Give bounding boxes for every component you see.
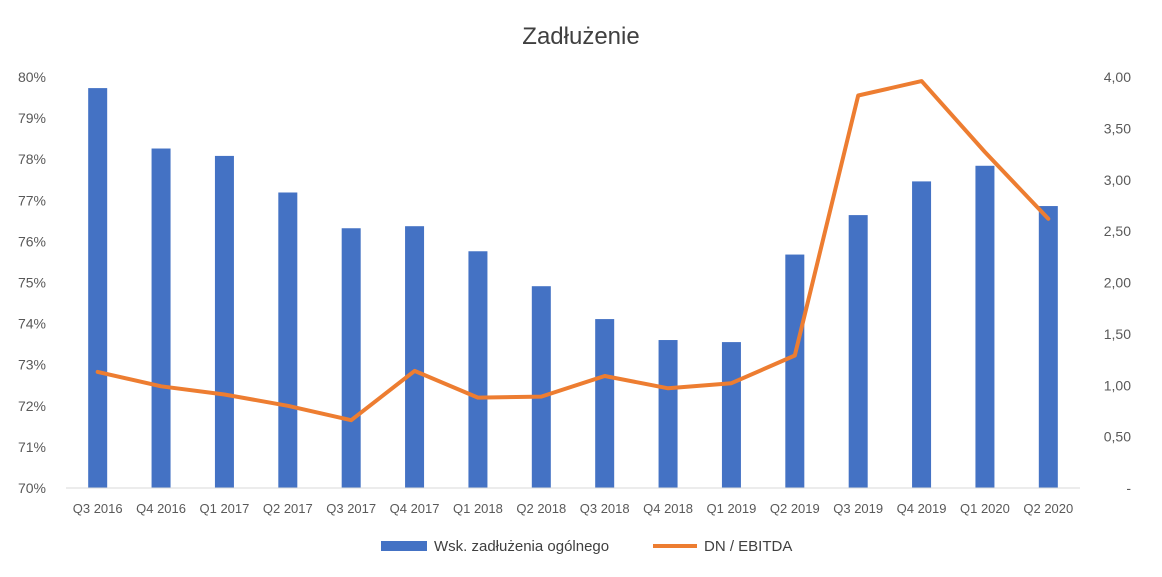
left-axis: 70% 71% 72% 73% 74% 75% 76% 77% 78% 79% 80% xyxy=(18,69,46,496)
bar xyxy=(912,181,932,489)
x-axis: Q3 2016 Q4 2016 Q1 2017 Q2 2017 Q3 2017 Q4 20… xyxy=(73,501,1074,516)
bar xyxy=(468,251,488,488)
y-left-tick-label: 79% xyxy=(18,110,46,126)
y-right-tick-label: 1,50 xyxy=(1104,326,1131,342)
x-tick-label: Q1 2019 xyxy=(707,501,757,516)
x-tick-label: Q4 2019 xyxy=(897,501,947,516)
x-tick-label: Q3 2017 xyxy=(326,501,376,516)
y-left-tick-label: 71% xyxy=(18,439,46,455)
x-tick-label: Q2 2018 xyxy=(516,501,566,516)
x-tick-label: Q4 2018 xyxy=(643,501,693,516)
legend-swatch-bars xyxy=(381,541,427,551)
bar xyxy=(721,342,741,488)
line-series xyxy=(95,79,1051,423)
y-right-tick-label: 0,50 xyxy=(1104,429,1131,445)
x-tick-label: Q4 2017 xyxy=(390,501,440,516)
y-left-tick-label: 78% xyxy=(18,151,46,167)
y-right-tick-label: 1,00 xyxy=(1104,377,1131,393)
bar xyxy=(405,226,425,488)
y-left-tick-label: 77% xyxy=(18,192,46,208)
bar xyxy=(975,165,995,488)
bar xyxy=(848,215,868,488)
x-tick-label: Q2 2019 xyxy=(770,501,820,516)
x-tick-label: Q1 2020 xyxy=(960,501,1010,516)
y-right-tick-label: 2,50 xyxy=(1104,223,1131,239)
y-left-tick-label: 74% xyxy=(18,316,46,332)
chart-title: Zadłużenie xyxy=(522,23,639,50)
bar-series xyxy=(88,88,1058,489)
x-tick-label: Q1 2017 xyxy=(200,501,250,516)
y-left-tick-label: 75% xyxy=(18,275,46,291)
bar xyxy=(658,340,678,488)
legend-label-line: DN / EBITDA xyxy=(704,538,792,555)
legend: Wsk. zadłużenia ogólnego DN / EBITDA xyxy=(381,538,792,555)
y-left-tick-label: 80% xyxy=(18,69,46,85)
x-tick-label: Q4 2016 xyxy=(136,501,186,516)
y-left-tick-label: 76% xyxy=(18,233,46,249)
bar xyxy=(88,88,108,489)
bar xyxy=(595,319,615,488)
bar xyxy=(531,286,551,488)
legend-label-bars: Wsk. zadłużenia ogólnego xyxy=(434,538,609,555)
y-left-tick-label: 70% xyxy=(18,480,46,496)
y-right-tick-label: 4,00 xyxy=(1104,69,1131,85)
y-right-tick-label: - xyxy=(1126,480,1131,496)
y-left-tick-label: 72% xyxy=(18,398,46,414)
bar xyxy=(278,192,298,488)
y-left-tick-label: 73% xyxy=(18,357,46,373)
bar xyxy=(341,228,361,489)
x-tick-label: Q3 2018 xyxy=(580,501,630,516)
bar xyxy=(785,254,805,488)
bar xyxy=(151,148,171,489)
x-tick-label: Q3 2016 xyxy=(73,501,123,516)
y-right-tick-label: 3,00 xyxy=(1104,172,1131,188)
x-tick-label: Q1 2018 xyxy=(453,501,503,516)
x-tick-label: Q3 2019 xyxy=(833,501,883,516)
right-axis: - 0,50 1,00 1,50 2,00 2,50 3,00 3,50 4,00 xyxy=(1104,69,1132,496)
bar xyxy=(214,155,234,489)
dn-ebitda-line xyxy=(95,79,1051,423)
y-right-tick-label: 2,00 xyxy=(1104,275,1131,291)
x-tick-label: Q2 2020 xyxy=(1023,501,1073,516)
bar xyxy=(1038,206,1058,488)
x-tick-label: Q2 2017 xyxy=(263,501,313,516)
y-right-tick-label: 3,50 xyxy=(1104,120,1131,136)
